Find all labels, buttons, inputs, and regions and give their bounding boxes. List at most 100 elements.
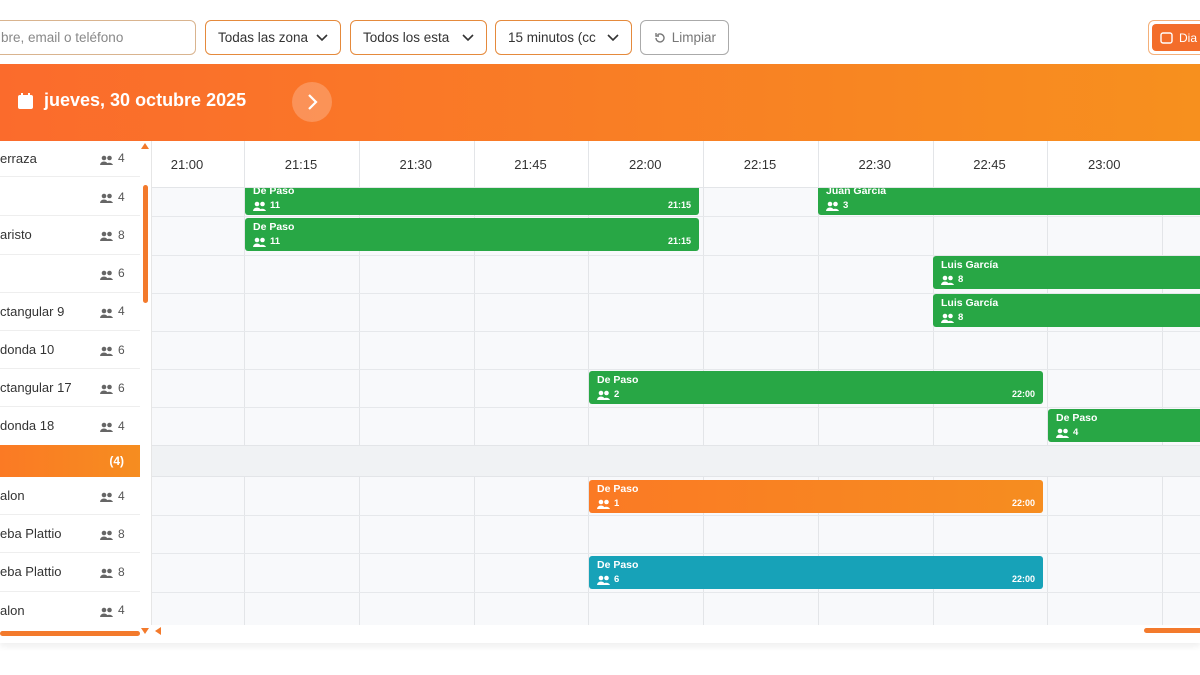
zone-select[interactable]: Todas las zona — [205, 20, 341, 55]
grid-col-line — [473, 141, 475, 625]
grid-row-line — [152, 553, 1200, 555]
booking-name: De Paso — [597, 483, 639, 495]
table-row[interactable]: aristo 8 — [0, 216, 140, 255]
calendar-icon — [1160, 32, 1173, 44]
table-list: erraza 4 4 aristo 8 6 ctangular 9 4 donda 10 6 cta… — [0, 141, 152, 625]
table-capacity: 6 — [118, 380, 125, 395]
guest-count: 1 — [614, 498, 620, 509]
header-col-line — [244, 141, 245, 188]
table-row[interactable]: erraza 4 — [0, 141, 140, 177]
booking[interactable]: De Paso 11 21:15 — [245, 218, 699, 251]
booking-name: Luis García — [941, 297, 999, 309]
scroll-left[interactable] — [155, 627, 161, 635]
group-header[interactable]: (4) — [0, 445, 140, 477]
people-icon — [826, 201, 839, 211]
people-icon — [100, 308, 113, 318]
people-icon-wrap — [100, 528, 113, 543]
header-col-line — [473, 141, 475, 188]
table-capacity: 6 — [118, 342, 125, 357]
people-icon — [941, 313, 954, 323]
chevron — [316, 33, 328, 41]
booking-guests: 2 — [597, 389, 619, 400]
people-icon — [100, 569, 113, 579]
table-row[interactable]: donda 18 4 — [0, 407, 140, 446]
people-icon-wrap — [100, 490, 113, 505]
time-label: 21:30 — [399, 157, 433, 172]
scroll-down[interactable] — [141, 628, 149, 634]
grid-row-line — [152, 331, 1200, 332]
table-name: aristo — [0, 227, 32, 243]
table-name: eba Plattio — [0, 564, 62, 580]
guest-count: 3 — [843, 200, 849, 211]
people-icon — [100, 384, 113, 395]
table-capacity: 4 — [118, 418, 125, 433]
guest-count: 8 — [958, 312, 964, 323]
schedule-grid: De Paso 11 21:15 Juan García 3 De Paso 11 21:15… — [152, 141, 1200, 625]
table-row[interactable]: alon 4 — [0, 592, 140, 625]
interval-select[interactable]: 15 minutos (cc — [495, 20, 632, 55]
status-select[interactable]: Todos los esta — [350, 20, 487, 55]
booking[interactable]: De Paso 1 22:00 — [589, 480, 1043, 513]
grid-col-line — [588, 141, 590, 625]
table-name: ctangular 9 — [0, 303, 65, 319]
booking[interactable]: De Paso 2 22:00 — [589, 371, 1043, 404]
grid-row-line — [152, 407, 1200, 409]
table-row[interactable]: ctangular 17 6 — [0, 369, 140, 408]
people-icon — [253, 237, 266, 247]
table-capacity: 4 — [118, 304, 125, 319]
people-icon — [1056, 428, 1069, 438]
booking-name: De Paso — [1056, 412, 1098, 424]
time-label: 23:00 — [1087, 157, 1121, 172]
table-capacity: 8 — [118, 227, 125, 242]
booking[interactable]: De Paso 6 22:00 — [589, 556, 1043, 589]
table-name: ctangular 17 — [0, 380, 72, 396]
guest-count: 6 — [614, 574, 620, 585]
time-label: 22:15 — [743, 157, 777, 172]
time-label: 21:00 — [170, 157, 204, 172]
booking-name: De Paso — [253, 185, 295, 197]
booking-guests: 8 — [941, 312, 963, 323]
booking-name: De Paso — [597, 559, 639, 571]
search-input[interactable]: bre, email o teléfono — [0, 20, 196, 55]
day-view-button[interactable]: Dia — [1152, 24, 1200, 51]
table-row[interactable]: 4 — [0, 178, 140, 217]
chevron — [607, 33, 619, 41]
people-icon-wrap — [100, 605, 113, 620]
people-icon-wrap — [100, 191, 113, 206]
h-scrollbar-left[interactable] — [0, 631, 140, 636]
booking[interactable]: De Paso 4 — [1048, 409, 1200, 442]
booking-name: De Paso — [597, 374, 639, 386]
table-row[interactable]: eba Plattio 8 — [0, 515, 140, 554]
booking-guests: 6 — [597, 574, 619, 585]
booking-time: 22:00 — [1011, 574, 1035, 584]
booking[interactable]: Luis García 8 — [933, 294, 1200, 327]
time-label: 22:45 — [973, 157, 1006, 172]
people-icon-wrap — [100, 566, 113, 581]
booking-guests: 11 — [253, 200, 280, 211]
h-scrollbar-right[interactable] — [1144, 628, 1200, 633]
people-icon — [597, 575, 610, 585]
time-header — [152, 141, 1200, 188]
header-col-line — [932, 141, 934, 188]
clear-button[interactable]: Limpiar — [640, 20, 729, 55]
table-name: donda 10 — [0, 342, 55, 358]
time-label: 22:00 — [628, 157, 662, 172]
zone-text: Todas las zona — [218, 30, 309, 45]
people-icon — [100, 193, 113, 204]
people-icon — [253, 201, 266, 211]
table-capacity: 4 — [118, 151, 125, 165]
next-day-button[interactable] — [292, 82, 332, 122]
table-row[interactable]: eba Plattio 8 — [0, 553, 140, 592]
table-row[interactable]: alon 4 — [0, 477, 140, 516]
scroll-up[interactable] — [141, 143, 149, 149]
people-icon-wrap — [100, 268, 113, 283]
v-scrollbar[interactable] — [143, 185, 148, 303]
table-row[interactable]: 6 — [0, 255, 140, 293]
people-icon-wrap — [100, 344, 113, 359]
table-row[interactable]: donda 10 6 — [0, 331, 140, 370]
people-icon — [100, 346, 113, 356]
booking[interactable]: Luis García 8 — [933, 256, 1200, 289]
table-row[interactable]: ctangular 9 4 — [0, 293, 140, 331]
scroll-area — [0, 625, 1200, 643]
booking-time: 22:00 — [1011, 498, 1035, 508]
